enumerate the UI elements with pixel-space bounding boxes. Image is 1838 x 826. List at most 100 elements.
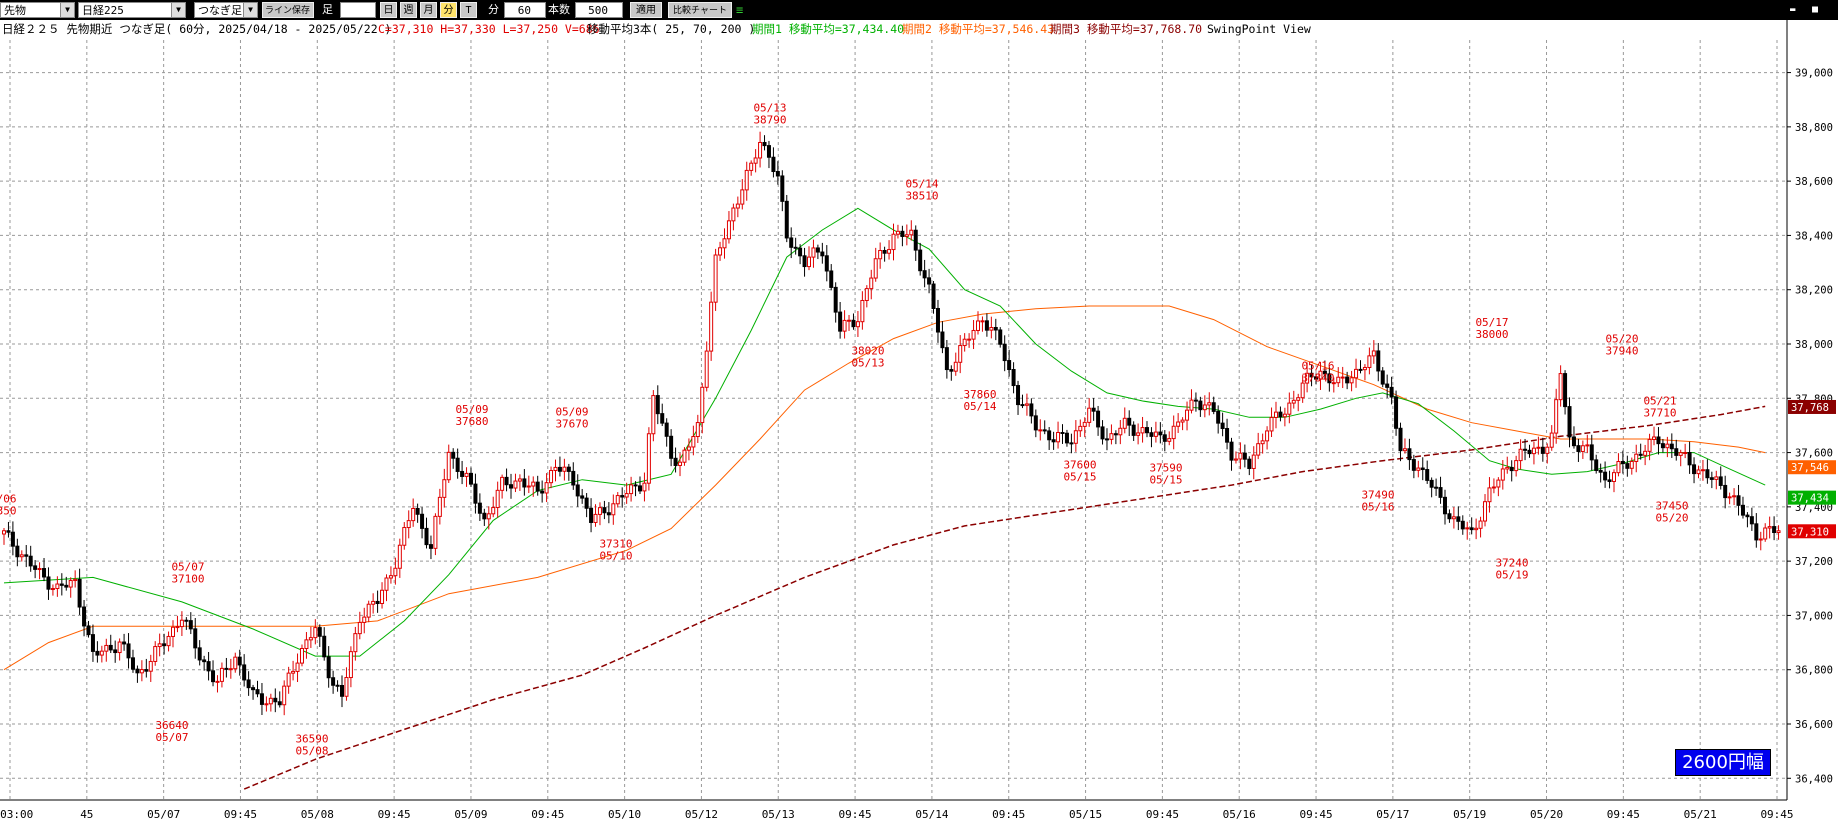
candle-body [1349, 377, 1354, 384]
candle-body [73, 578, 78, 582]
candle-body [228, 668, 233, 671]
candle-body [460, 470, 465, 477]
candle-body [68, 580, 73, 588]
candle-body [1571, 436, 1576, 447]
candle-body [1016, 385, 1021, 406]
line-save-button[interactable]: ライン保存 [262, 2, 314, 18]
foot-count-input[interactable] [340, 2, 376, 18]
candle-body [446, 451, 451, 481]
candle-body [540, 490, 545, 494]
candle-body [1167, 438, 1172, 442]
candle-body [802, 255, 807, 268]
candle-body [798, 247, 803, 257]
candle-body [1589, 444, 1594, 461]
candle-body [535, 481, 540, 492]
chart-type-select[interactable]: つなぎ足 ▼ [194, 2, 258, 18]
x-tick-label: 09:45 [992, 808, 1025, 821]
candle-body [206, 661, 211, 672]
period-week-button[interactable]: 週 [400, 2, 417, 18]
candle-body [1198, 400, 1203, 411]
period-day-button[interactable]: 日 [380, 2, 397, 18]
candle-body [1002, 343, 1007, 362]
x-tick-label: 09:45 [1146, 808, 1179, 821]
candle-body [117, 641, 122, 654]
candle-body [913, 229, 918, 251]
y-tick-label: 38,800 [1795, 122, 1833, 134]
equalizer-icon[interactable]: ≡ [736, 3, 744, 17]
window-minimize-icon[interactable]: ▬ [1790, 5, 1796, 15]
window-close-icon[interactable]: ■ [1812, 4, 1819, 15]
ma70-line [3, 305, 1766, 671]
candle-body [553, 466, 558, 472]
candle-body [313, 627, 318, 639]
candle-body [873, 258, 878, 279]
chart-title: 日経２２５ 先物期近 つなぎ足( 60分, 2025/04/18 - 2025/… [2, 22, 391, 36]
apply-button[interactable]: 適用 [630, 2, 662, 18]
candle-body [1687, 452, 1692, 466]
candle-body [1318, 370, 1323, 380]
x-tick-label: 05/15 [1069, 808, 1102, 821]
candle-body [695, 422, 700, 438]
candle-body [1180, 419, 1185, 423]
y-tick-label: 38,000 [1795, 339, 1833, 351]
candle-body [1523, 448, 1528, 451]
candle-body [95, 650, 100, 656]
market-select[interactable]: 先物 ▼ [0, 2, 75, 18]
candle-body [1665, 443, 1670, 449]
period-minute-button[interactable]: 分 [440, 2, 457, 18]
candle-body [664, 422, 669, 437]
candle-body [1087, 407, 1092, 423]
candle-body [682, 449, 687, 463]
index-select[interactable]: 日経225 ▼ [78, 2, 186, 18]
candle-body [295, 662, 300, 672]
minutes-input[interactable]: 60 [504, 2, 546, 18]
candle-body [1314, 376, 1319, 380]
swing-high-price: 37350 [0, 504, 17, 517]
price-tag-bg [1788, 460, 1836, 475]
candle-body [255, 689, 260, 695]
candle-body [731, 207, 736, 222]
candle-body [433, 515, 438, 549]
candle-body [1527, 449, 1532, 455]
compare-chart-button[interactable]: 比較チャート [668, 2, 732, 18]
candle-body [388, 575, 393, 579]
candle-body [326, 656, 331, 679]
candle-body [1136, 432, 1141, 436]
candle-body [1674, 448, 1679, 456]
period-tick-button[interactable]: T [460, 2, 477, 18]
period-month-button[interactable]: 月 [420, 2, 437, 18]
candle-body [855, 321, 860, 328]
candle-body [1749, 516, 1754, 525]
candle-body [1162, 434, 1167, 442]
swing-high-date: 05/09 [455, 403, 488, 416]
price-tag-label: 37,310 [1791, 526, 1829, 538]
candle-body [620, 495, 625, 498]
candle-body [1376, 350, 1381, 372]
bars-input[interactable]: 500 [575, 2, 623, 18]
candle-body [678, 461, 683, 466]
y-tick-label: 38,600 [1795, 176, 1833, 188]
swing-low-price: 37860 [963, 388, 996, 401]
candle-body [1576, 445, 1581, 452]
candle-body [1278, 411, 1283, 418]
candle-body [593, 513, 598, 523]
candles [2, 131, 1781, 716]
candle-body [82, 606, 87, 627]
candle-body [153, 646, 158, 662]
x-tick-label: 09:45 [378, 808, 411, 821]
chevron-down-icon: ▼ [171, 3, 185, 17]
swing-low-date: 05/15 [1149, 473, 1182, 486]
candle-body [104, 644, 109, 652]
candle-body [931, 283, 936, 310]
candle-body [1104, 438, 1109, 441]
candle-body [1558, 373, 1563, 401]
candle-body [473, 483, 478, 504]
candle-body [1220, 422, 1225, 430]
candle-body [1629, 460, 1634, 469]
candle-body [64, 584, 69, 588]
swing-low-price: 37310 [599, 537, 632, 550]
candle-body [1540, 446, 1545, 454]
candle-body [1763, 527, 1768, 540]
candle-body [989, 326, 994, 331]
swing-high-date: 05/20 [1605, 332, 1638, 345]
